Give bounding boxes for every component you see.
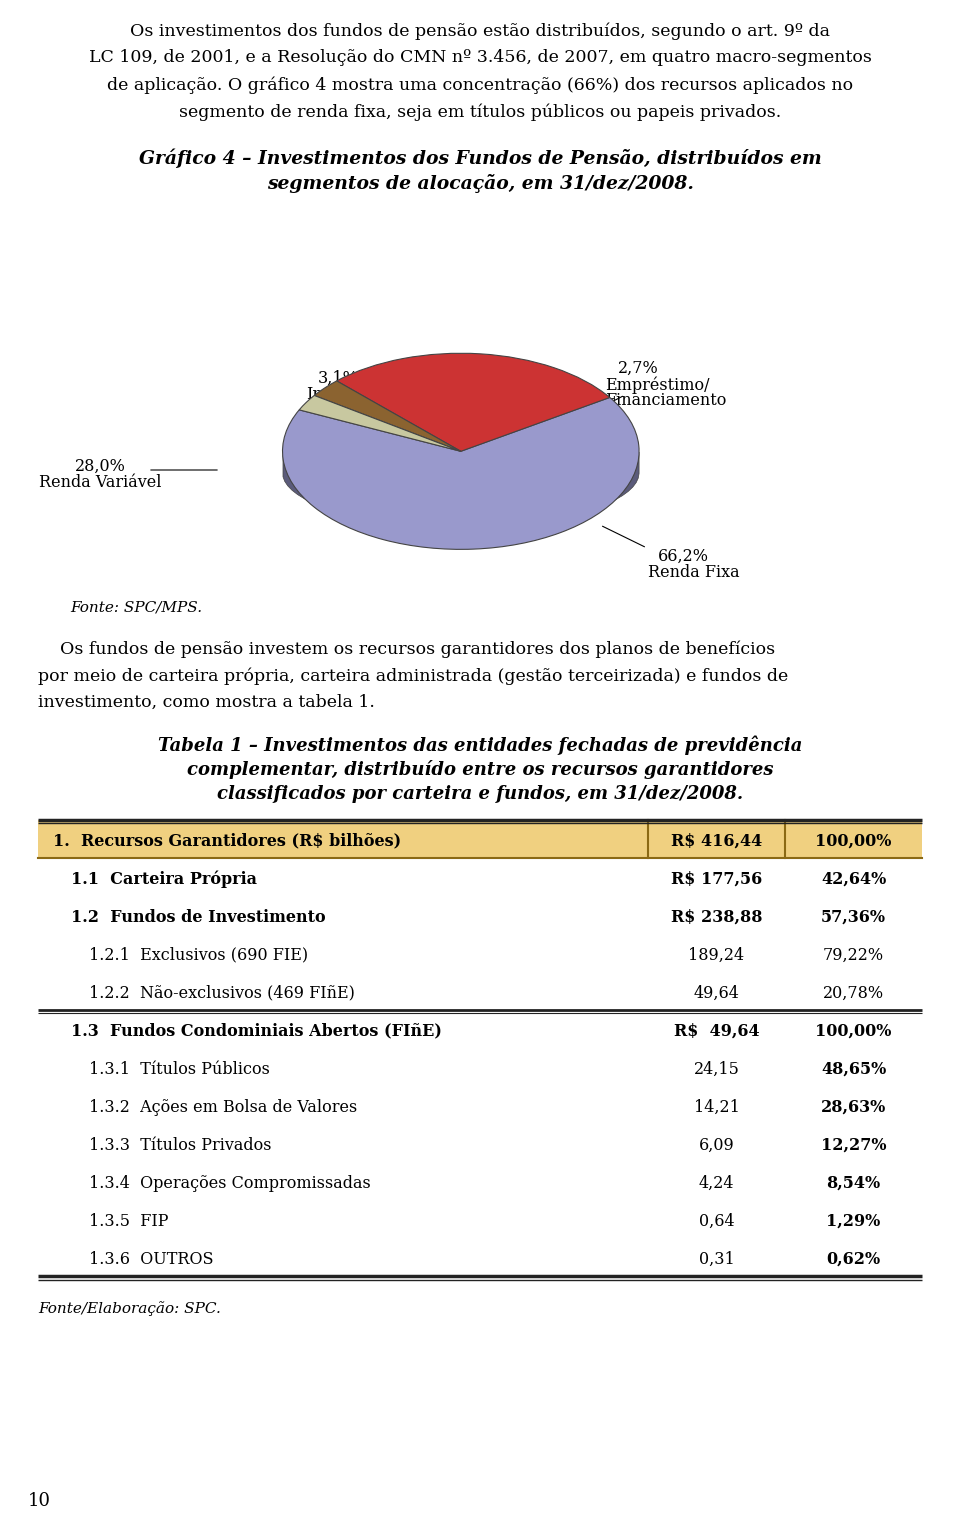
Text: Os fundos de pensão investem os recursos garantidores dos planos de benefícios: Os fundos de pensão investem os recursos… (38, 640, 775, 657)
Text: 24,15: 24,15 (693, 1060, 739, 1077)
Text: investimento, como mostra a tabela 1.: investimento, como mostra a tabela 1. (38, 693, 374, 711)
Bar (38, 859, 922, 897)
Bar (38, 1086, 922, 1124)
Bar (38, 1238, 922, 1276)
Text: 189,24: 189,24 (688, 947, 745, 963)
Text: 1.  Recursos Garantidores (R$ bilhões): 1. Recursos Garantidores (R$ bilhões) (53, 833, 401, 850)
Text: 100,00%: 100,00% (815, 1022, 892, 1039)
Text: 10: 10 (28, 1493, 51, 1509)
Wedge shape (282, 397, 639, 549)
Text: 1.3.1  Títulos Públicos: 1.3.1 Títulos Públicos (89, 1060, 270, 1077)
Text: 2,7%: 2,7% (618, 360, 659, 378)
Text: por meio de carteira própria, carteira administrada (gestão terceirizada) e fund: por meio de carteira própria, carteira a… (38, 667, 788, 684)
Text: 1.2.1  Exclusivos (690 FIE): 1.2.1 Exclusivos (690 FIE) (89, 947, 308, 963)
Text: 100,00%: 100,00% (815, 833, 892, 850)
Bar (38, 1162, 922, 1200)
Text: 42,64%: 42,64% (821, 871, 886, 887)
Text: 1.3.3  Títulos Privados: 1.3.3 Títulos Privados (89, 1136, 272, 1153)
Text: 1.2  Fundos de Investimento: 1.2 Fundos de Investimento (71, 909, 325, 925)
Wedge shape (337, 353, 610, 452)
Text: Empréstimo/: Empréstimo/ (605, 376, 709, 393)
Bar (38, 1048, 922, 1086)
Text: 14,21: 14,21 (693, 1098, 739, 1115)
Text: 1.1  Carteira Própria: 1.1 Carteira Própria (71, 871, 257, 887)
Text: 0,62%: 0,62% (827, 1250, 880, 1268)
Text: 1.3.6  OUTROS: 1.3.6 OUTROS (89, 1250, 213, 1268)
Text: 0,31: 0,31 (699, 1250, 734, 1268)
Text: 12,27%: 12,27% (821, 1136, 886, 1153)
Text: 0,64: 0,64 (699, 1212, 734, 1229)
Text: 79,22%: 79,22% (823, 947, 884, 963)
Text: 4,24: 4,24 (699, 1174, 734, 1191)
Text: Financiamento: Financiamento (605, 391, 727, 410)
Text: Imóveis: Imóveis (306, 385, 370, 404)
Text: 1,29%: 1,29% (827, 1212, 880, 1229)
Text: Fonte: SPC/MPS.: Fonte: SPC/MPS. (70, 601, 203, 614)
Text: 3,1%: 3,1% (318, 370, 358, 387)
Text: R$ 177,56: R$ 177,56 (671, 871, 762, 887)
Text: complementar, distribuído entre os recursos garantidores: complementar, distribuído entre os recur… (187, 760, 773, 780)
Text: LC 109, de 2001, e a Resolução do CMN nº 3.456, de 2007, em quatro macro-segment: LC 109, de 2001, e a Resolução do CMN nº… (88, 49, 872, 67)
Text: 1.2.2  Não-exclusivos (469 FIñE): 1.2.2 Não-exclusivos (469 FIñE) (89, 985, 355, 1001)
Text: Gráfico 4 – Investimentos dos Fundos de Pensão, distribuídos em: Gráfico 4 – Investimentos dos Fundos de … (138, 149, 822, 167)
Text: 49,64: 49,64 (693, 985, 739, 1001)
Text: 1.3  Fundos Condominiais Abertos (FIñE): 1.3 Fundos Condominiais Abertos (FIñE) (71, 1022, 442, 1039)
Bar (38, 897, 922, 934)
Text: Tabela 1 – Investimentos das entidades fechadas de previdência: Tabela 1 – Investimentos das entidades f… (157, 736, 803, 754)
Text: 6,09: 6,09 (699, 1136, 734, 1153)
Text: R$  49,64: R$ 49,64 (674, 1022, 759, 1039)
Text: R$ 238,88: R$ 238,88 (671, 909, 762, 925)
Text: 48,65%: 48,65% (821, 1060, 886, 1077)
Bar (38, 1124, 922, 1162)
Text: Renda Fixa: Renda Fixa (648, 564, 739, 581)
Text: 28,0%: 28,0% (75, 458, 126, 475)
Wedge shape (314, 381, 461, 452)
Text: classificados por carteira e fundos, em 31/dez/2008.: classificados por carteira e fundos, em … (217, 784, 743, 802)
Text: 1.3.2  Ações em Bolsa de Valores: 1.3.2 Ações em Bolsa de Valores (89, 1098, 357, 1115)
Text: 20,78%: 20,78% (823, 985, 884, 1001)
Text: 1.3.5  FIP: 1.3.5 FIP (89, 1212, 169, 1229)
Text: 57,36%: 57,36% (821, 909, 886, 925)
Wedge shape (300, 396, 461, 452)
Bar (38, 1200, 922, 1238)
Text: 1.3.4  Operações Compromissadas: 1.3.4 Operações Compromissadas (89, 1174, 371, 1191)
Text: 66,2%: 66,2% (658, 548, 709, 564)
Text: 8,54%: 8,54% (827, 1174, 880, 1191)
Text: Renda Variável: Renda Variável (38, 473, 161, 492)
Bar (38, 934, 922, 972)
Text: segmento de renda fixa, seja em títulos públicos ou papeis privados.: segmento de renda fixa, seja em títulos … (179, 103, 781, 120)
Bar (38, 821, 922, 859)
Text: Fonte/Elaboração: SPC.: Fonte/Elaboração: SPC. (38, 1302, 221, 1315)
Polygon shape (283, 452, 639, 526)
Text: R$ 416,44: R$ 416,44 (671, 833, 762, 850)
Bar (38, 1010, 922, 1048)
Text: Os investimentos dos fundos de pensão estão distribuídos, segundo o art. 9º da: Os investimentos dos fundos de pensão es… (130, 23, 830, 39)
Text: segmentos de alocação, em 31/dez/2008.: segmentos de alocação, em 31/dez/2008. (267, 174, 693, 193)
Text: 28,63%: 28,63% (821, 1098, 886, 1115)
Bar (38, 972, 922, 1010)
Text: de aplicação. O gráfico 4 mostra uma concentração (66%) dos recursos aplicados n: de aplicação. O gráfico 4 mostra uma con… (107, 76, 853, 94)
